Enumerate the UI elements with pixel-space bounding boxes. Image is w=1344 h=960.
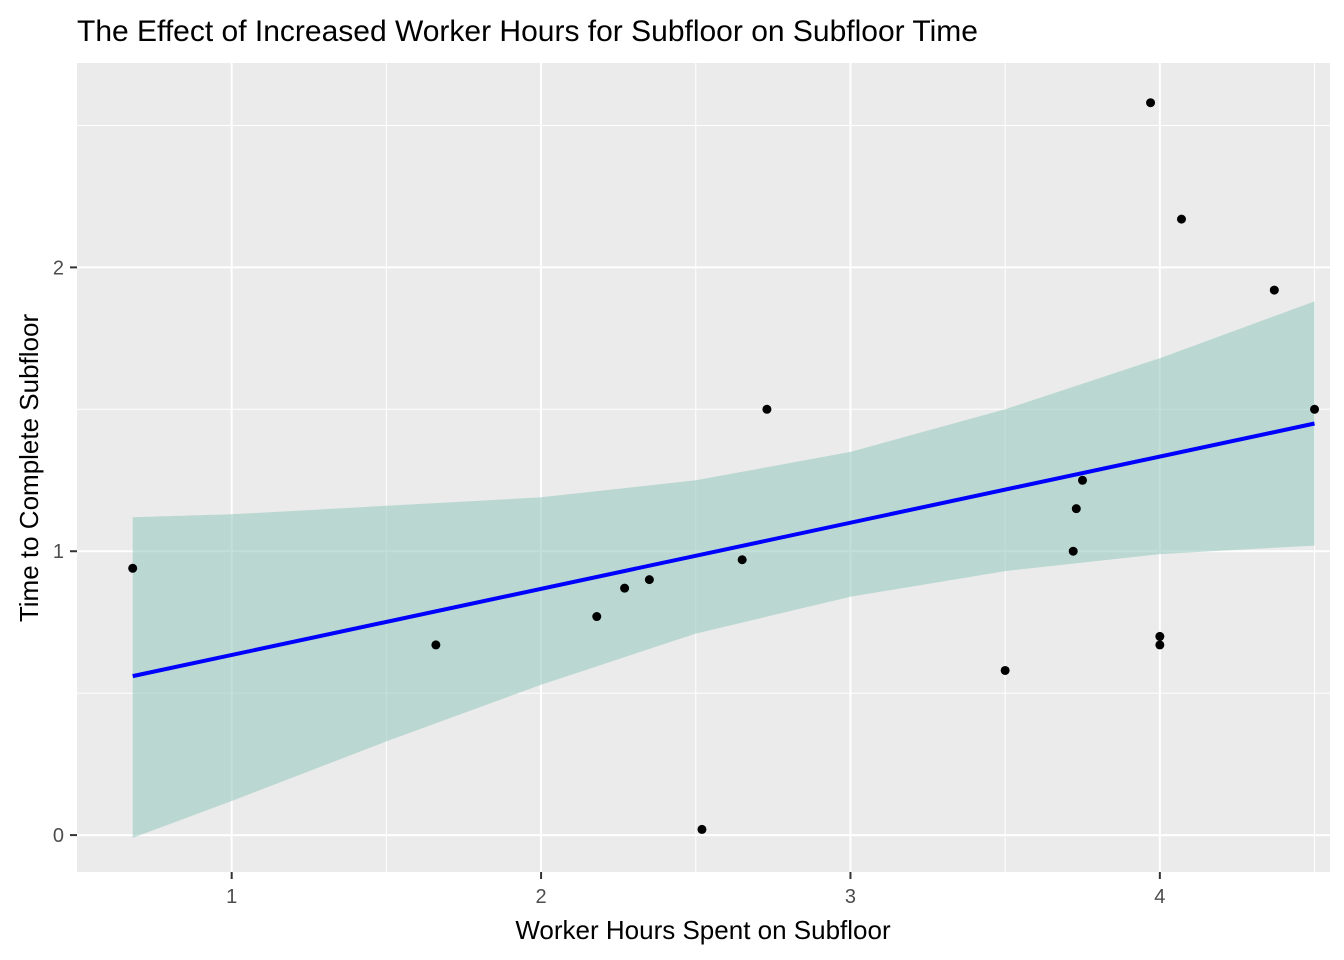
data-point — [697, 824, 707, 834]
data-point — [431, 640, 441, 650]
data-point — [592, 612, 602, 622]
y-tick-label: 0 — [53, 825, 64, 847]
fit-line — [132, 421, 1315, 679]
data-point — [1068, 546, 1078, 556]
data-point — [1155, 631, 1165, 641]
data-point — [620, 583, 630, 593]
x-axis-ticks: 1 2 3 4 — [226, 872, 1165, 908]
y-tick-label: 2 — [53, 257, 64, 279]
x-tick-label: 2 — [536, 886, 547, 908]
data-point — [1155, 640, 1165, 650]
chart-title: The Effect of Increased Worker Hours for… — [77, 15, 978, 48]
data-point — [1176, 214, 1186, 224]
data-point — [1071, 504, 1081, 514]
x-tick-label: 1 — [226, 886, 237, 908]
data-point — [737, 555, 747, 565]
y-tick-label: 1 — [53, 541, 64, 563]
data-point — [762, 404, 772, 414]
data-point — [1310, 404, 1320, 414]
x-axis-title: Worker Hours Spent on Subfloor — [515, 915, 891, 945]
x-tick-label: 3 — [845, 886, 856, 908]
data-point — [1077, 475, 1087, 485]
data-points — [128, 98, 1320, 834]
data-point — [1269, 285, 1279, 295]
data-point — [644, 575, 654, 585]
y-axis-ticks: 0 1 2 — [53, 257, 77, 847]
data-point — [128, 563, 138, 573]
data-point — [1146, 98, 1156, 108]
data-point — [1000, 665, 1010, 675]
x-tick-label: 4 — [1154, 886, 1165, 908]
confidence-band — [132, 301, 1315, 838]
y-axis-title: Time to Complete Subfloor — [14, 314, 44, 623]
